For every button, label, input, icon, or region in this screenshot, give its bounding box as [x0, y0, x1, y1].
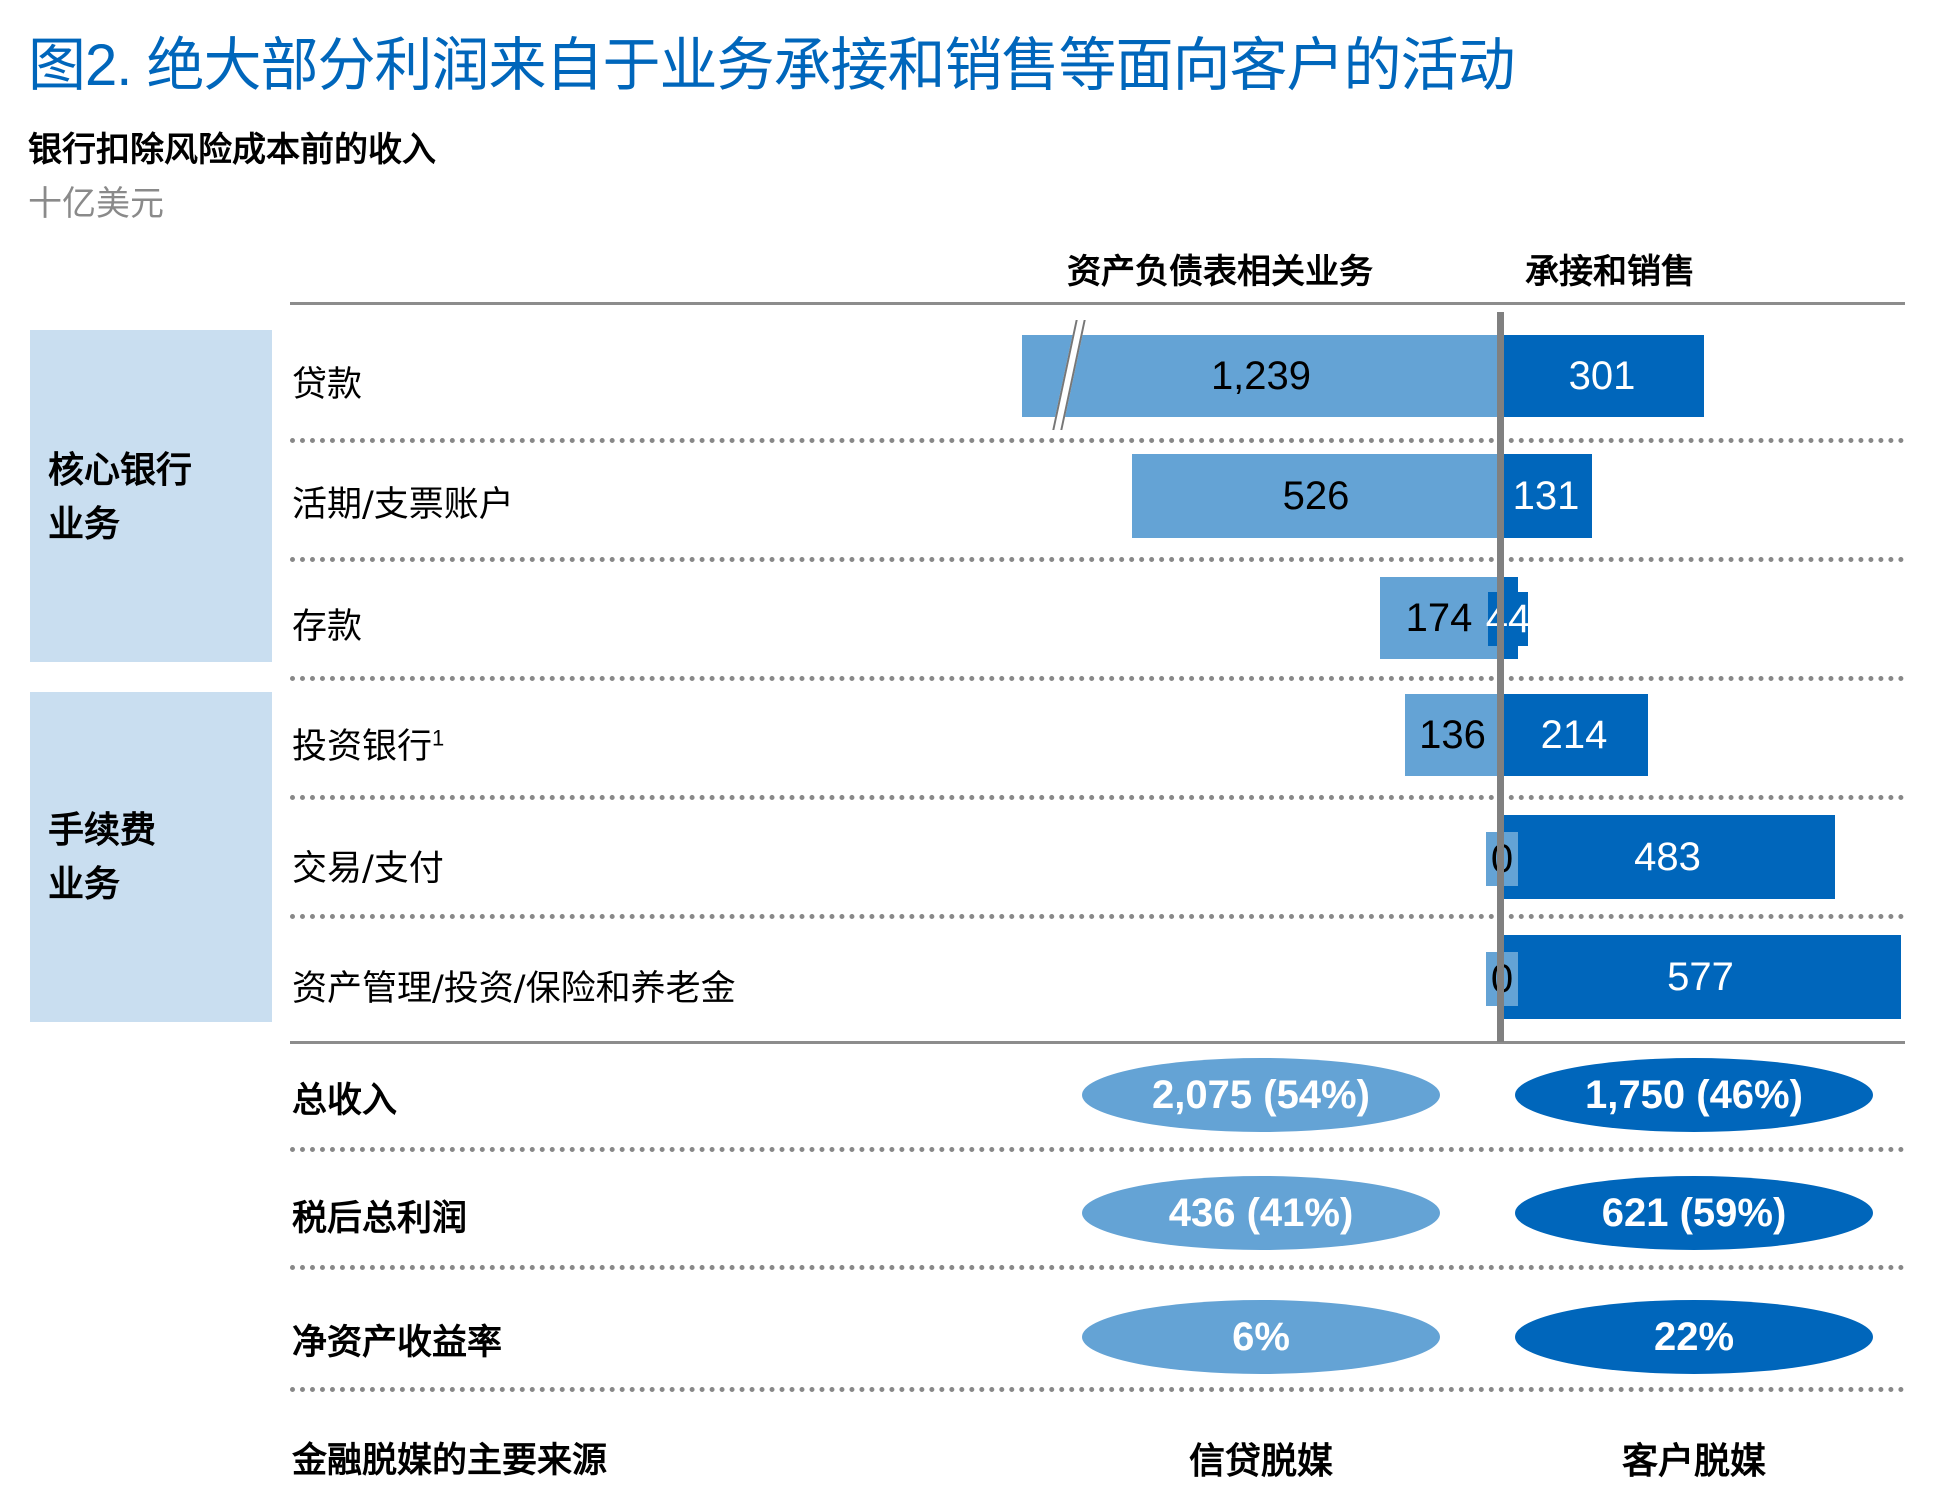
oval-origination-roe: 22% — [1515, 1300, 1873, 1374]
source-balance-sheet: 信贷脱媒 — [1188, 1441, 1333, 1482]
row-label-loans: 贷款 — [292, 365, 363, 405]
chart-title: 图2. 绝大部分利润来自于业务承接和销售等面向客户的活动 — [28, 33, 1515, 98]
bar-balance-sheet-deposits — [1380, 577, 1500, 659]
column-header-balance-sheet: 资产负债表相关业务 — [1067, 252, 1373, 292]
row-divider — [290, 795, 1905, 800]
row-divider — [290, 1387, 1905, 1392]
footnote-marker: 1 — [432, 725, 445, 751]
source-label: 金融脱媒的主要来源 — [292, 1441, 608, 1481]
bar-origination-investment-banking: 214 — [1500, 694, 1648, 776]
bar-origination-transactions: 483 — [1500, 815, 1835, 899]
row-label-transactions-payments: 交易/支付 — [292, 849, 444, 889]
row-divider — [290, 438, 1905, 443]
row-divider — [290, 914, 1905, 919]
bars-bottom-divider — [290, 1041, 1905, 1044]
row-divider — [290, 676, 1905, 681]
chart-subtitle: 银行扣除风险成本前的收入 — [28, 130, 436, 170]
row-label-asset-management: 资产管理/投资/保险和养老金 — [292, 969, 736, 1009]
value-origination-deposits: 44 — [1486, 592, 1530, 646]
bar-origination-loans: 301 — [1500, 335, 1704, 417]
group-label-line: 业务 — [48, 504, 121, 545]
value-balance-sheet-deposits: 174 — [1405, 595, 1473, 640]
bar-origination-asset-management: 577 — [1500, 935, 1901, 1019]
row-divider — [290, 557, 1905, 562]
group-label-fee-business: 手续费 业务 — [48, 804, 156, 912]
bar-balance-sheet-loans: 1,239 — [1022, 335, 1500, 417]
row-label-text: 投资银行 — [292, 727, 433, 767]
bar-balance-sheet-current-accounts: 526 — [1132, 454, 1500, 538]
summary-label-roe: 净资产收益率 — [292, 1323, 503, 1363]
row-label-deposits: 存款 — [292, 607, 363, 647]
bar-balance-sheet-investment-banking: 136 — [1405, 694, 1500, 776]
header-divider — [290, 302, 1905, 305]
source-origination: 客户脱媒 — [1621, 1441, 1766, 1482]
group-label-line: 核心银行 — [48, 450, 193, 491]
oval-balance-sheet-roe: 6% — [1082, 1300, 1440, 1374]
oval-balance-sheet-total-revenue: 2,075 (54%) — [1082, 1058, 1440, 1132]
oval-origination-profit: 621 (59%) — [1515, 1176, 1873, 1250]
group-label-core-banking: 核心银行 业务 — [48, 444, 192, 552]
summary-label-profit-after-tax: 税后总利润 — [292, 1199, 468, 1239]
row-label-current-accounts: 活期/支票账户 — [292, 485, 514, 525]
group-label-line: 手续费 — [48, 810, 157, 851]
group-box-fee-business — [30, 692, 272, 1022]
row-label-investment-banking: 投资银行1 — [292, 718, 444, 769]
column-header-origination-sales: 承接和销售 — [1525, 252, 1695, 292]
zero-axis — [1497, 312, 1504, 1042]
row-divider — [290, 1265, 1905, 1270]
group-box-core-banking — [30, 330, 272, 662]
group-label-line: 业务 — [48, 864, 121, 905]
bar-origination-current-accounts: 131 — [1500, 454, 1592, 538]
oval-balance-sheet-profit: 436 (41%) — [1082, 1176, 1440, 1250]
row-divider — [290, 1147, 1905, 1152]
summary-label-total-revenue: 总收入 — [292, 1081, 398, 1121]
oval-origination-total-revenue: 1,750 (46%) — [1515, 1058, 1873, 1132]
unit-label: 十亿美元 — [28, 184, 164, 224]
